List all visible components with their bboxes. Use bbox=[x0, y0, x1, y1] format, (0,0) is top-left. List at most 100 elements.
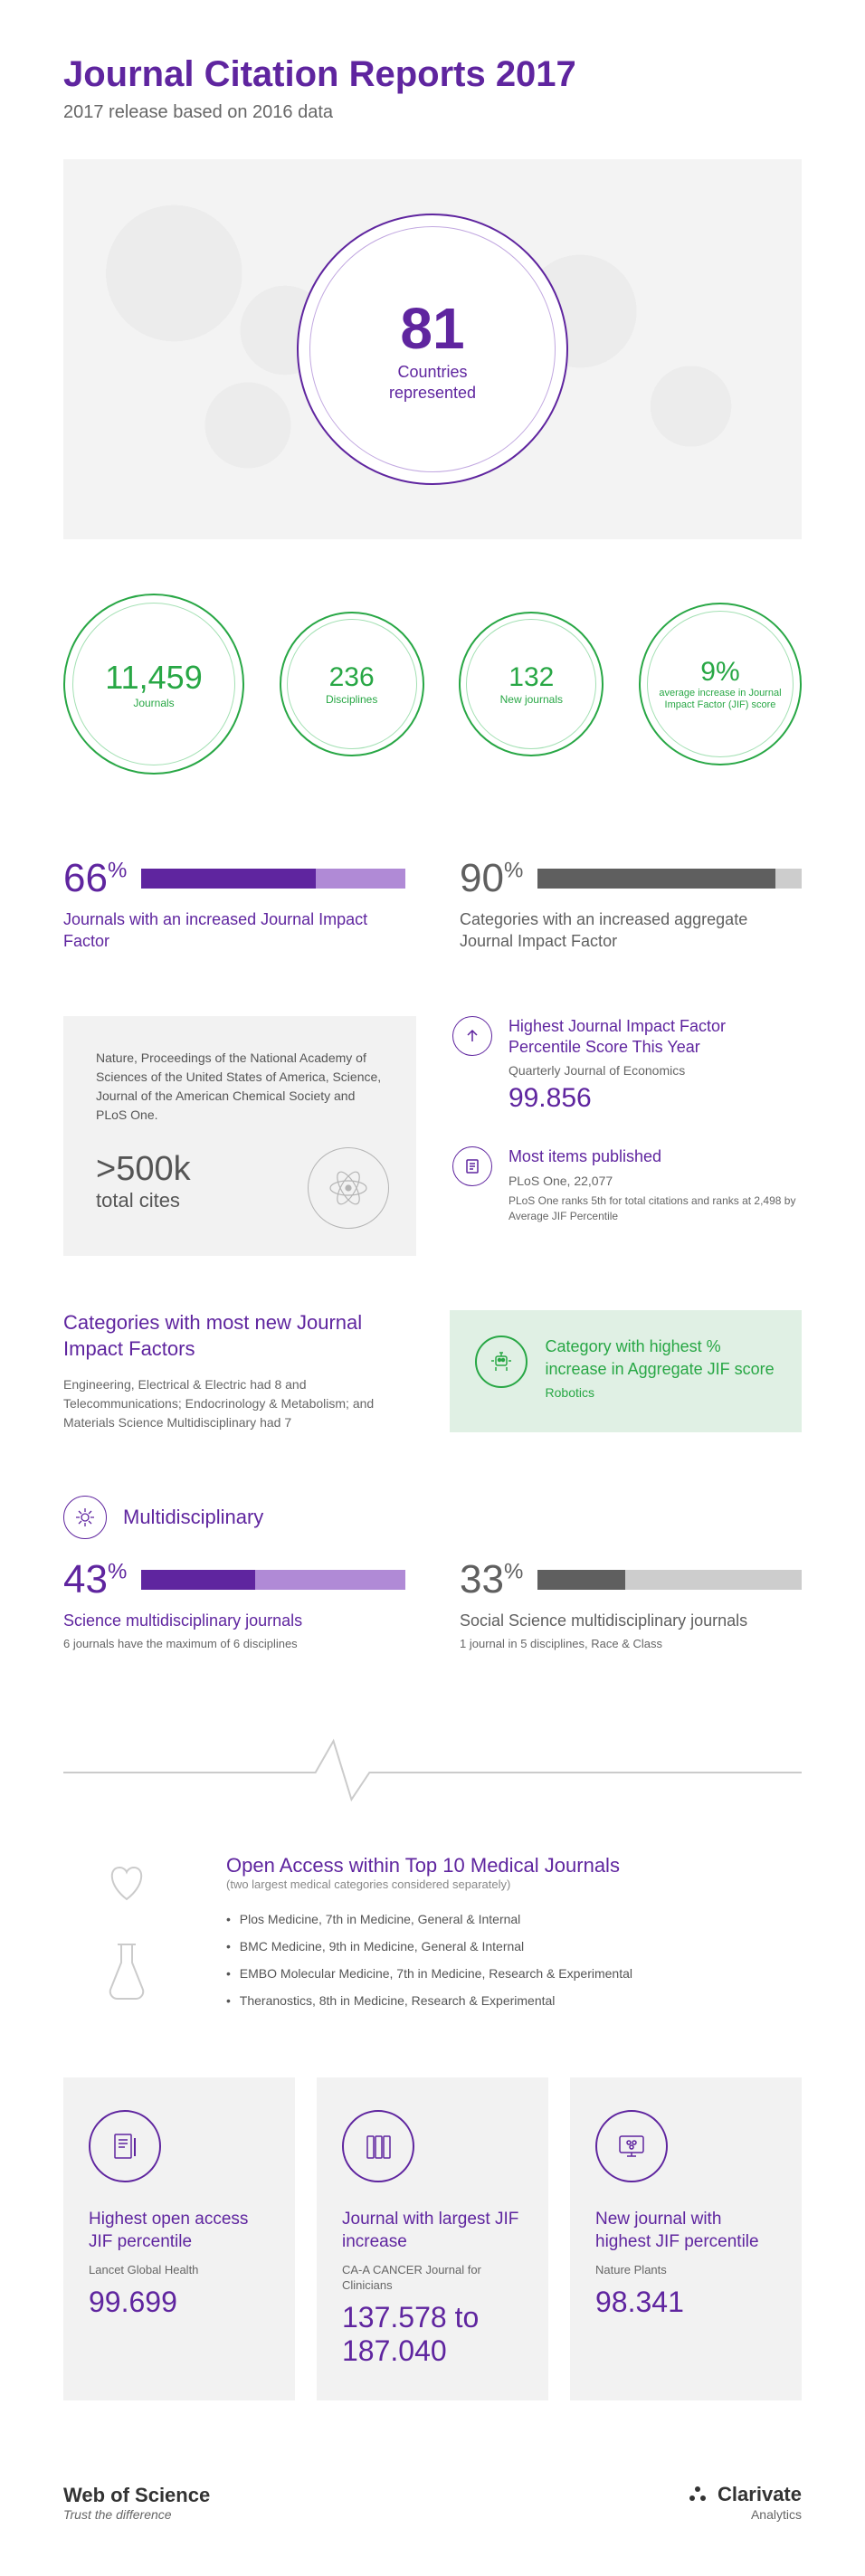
multi-header: Multidisciplinary bbox=[63, 1496, 802, 1539]
medical-subtitle: (two largest medical categories consider… bbox=[226, 1877, 802, 1891]
multi-title: Multidisciplinary bbox=[123, 1506, 263, 1529]
wos-logo: Web of Science Trust the difference bbox=[63, 2484, 210, 2522]
ring-disciplines-value: 236 bbox=[329, 662, 375, 693]
stat-0-value: 99.699 bbox=[89, 2286, 270, 2319]
cats-new-jif: Categories with most new Journal Impact … bbox=[63, 1310, 413, 1431]
pct-66-block: 66% Journals with an increased Journal I… bbox=[63, 856, 405, 953]
ecg-divider bbox=[63, 1732, 802, 1818]
pct-43-label: Science multidisciplinary journals bbox=[63, 1610, 405, 1631]
clarivate-icon bbox=[685, 2482, 710, 2507]
robotics-sub: Robotics bbox=[546, 1385, 776, 1400]
pct-90-label: Categories with an increased aggregate J… bbox=[460, 908, 802, 953]
facts-row: Nature, Proceedings of the National Acad… bbox=[63, 1016, 802, 1257]
ring-journals-label: Journals bbox=[133, 697, 174, 709]
med-item-3: Theranostics, 8th in Medicine, Research … bbox=[226, 1987, 802, 2014]
medical-icons bbox=[63, 1854, 190, 2014]
pct-section-2: 43% Science multidisciplinary journals 6… bbox=[63, 1557, 802, 1650]
ring-new-journals: 132 New journals bbox=[459, 612, 604, 756]
atom-icon bbox=[308, 1147, 389, 1229]
clarivate-tag: Analytics bbox=[685, 2507, 802, 2522]
medical-section: Open Access within Top 10 Medical Journa… bbox=[63, 1854, 802, 2014]
cites-box: Nature, Proceedings of the National Acad… bbox=[63, 1016, 416, 1257]
ring-journals: 11,459 Journals bbox=[63, 594, 244, 775]
multi-icon bbox=[63, 1496, 107, 1539]
heart-icon bbox=[100, 1854, 154, 1908]
cites-desc: Nature, Proceedings of the National Acad… bbox=[96, 1049, 384, 1125]
footer: Web of Science Trust the difference Clar… bbox=[63, 2482, 802, 2522]
most-items-sub: PLoS One, 22,077 bbox=[509, 1174, 802, 1188]
ring-stats-row: 11,459 Journals 236 Disciplines 132 New … bbox=[63, 594, 802, 775]
med-item-0: Plos Medicine, 7th in Medicine, General … bbox=[226, 1906, 802, 1933]
medical-content: Open Access within Top 10 Medical Journa… bbox=[226, 1854, 802, 2014]
stat-2-sub: Nature Plants bbox=[595, 2263, 776, 2278]
stat-0-sub: Lancet Global Health bbox=[89, 2263, 270, 2278]
pct-33-value: 33% bbox=[460, 1557, 523, 1602]
highest-jif-value: 99.856 bbox=[509, 1083, 802, 1114]
world-map-section: 81 Countriesrepresented bbox=[63, 159, 802, 539]
wos-name: Web of Science bbox=[63, 2484, 210, 2507]
monitor-icon bbox=[595, 2110, 668, 2182]
pct-43-value: 43% bbox=[63, 1557, 127, 1602]
page-subtitle: 2017 release based on 2016 data bbox=[63, 102, 802, 123]
stat-2-title: New journal with highest JIF percentile bbox=[595, 2208, 776, 2254]
pct-90-bar bbox=[537, 869, 802, 889]
document-icon bbox=[452, 1146, 492, 1186]
clarivate-logo: Clarivate Analytics bbox=[685, 2482, 802, 2522]
med-item-1: BMC Medicine, 9th in Medicine, General &… bbox=[226, 1933, 802, 1960]
most-items-item: Most items published PLoS One, 22,077 PL… bbox=[452, 1146, 802, 1223]
cats-new-body: Engineering, Electrical & Electric had 8… bbox=[63, 1375, 413, 1432]
pct-33-bar bbox=[537, 1570, 802, 1590]
pct-43-block: 43% Science multidisciplinary journals 6… bbox=[63, 1557, 405, 1650]
pct-66-bar bbox=[141, 869, 405, 889]
medical-title: Open Access within Top 10 Medical Journa… bbox=[226, 1854, 802, 1877]
robotics-box: Category with highest % increase in Aggr… bbox=[450, 1310, 802, 1431]
countries-circle: 81 Countriesrepresented bbox=[297, 214, 568, 485]
highest-jif-title: Highest Journal Impact Factor Percentile… bbox=[509, 1016, 802, 1059]
ring-jif-value: 9% bbox=[700, 657, 739, 688]
ring-new-journals-value: 132 bbox=[509, 662, 554, 693]
robotics-title: Category with highest % increase in Aggr… bbox=[546, 1336, 776, 1380]
stat-new-journal: New journal with highest JIF percentile … bbox=[570, 2077, 802, 2400]
arrow-up-icon bbox=[452, 1016, 492, 1056]
pct-33-block: 33% Social Science multidisciplinary jou… bbox=[460, 1557, 802, 1650]
medical-list: Plos Medicine, 7th in Medicine, General … bbox=[226, 1906, 802, 2014]
pct-43-bar bbox=[141, 1570, 405, 1590]
ring-journals-value: 11,459 bbox=[105, 659, 202, 697]
most-items-title: Most items published bbox=[509, 1146, 802, 1167]
stat-0-title: Highest open access JIF percentile bbox=[89, 2208, 270, 2254]
ring-disciplines: 236 Disciplines bbox=[280, 612, 424, 756]
wos-tag: Trust the difference bbox=[63, 2507, 210, 2522]
stat-1-title: Journal with largest JIF increase bbox=[342, 2208, 523, 2254]
page-title: Journal Citation Reports 2017 bbox=[63, 54, 802, 95]
ring-disciplines-label: Disciplines bbox=[326, 693, 377, 706]
pct-66-label: Journals with an increased Journal Impac… bbox=[63, 908, 405, 953]
stat-2-value: 98.341 bbox=[595, 2286, 776, 2319]
clarivate-name: Clarivate bbox=[718, 2483, 802, 2506]
highest-jif-item: Highest Journal Impact Factor Percentile… bbox=[452, 1016, 802, 1115]
countries-value: 81 bbox=[400, 295, 464, 362]
most-items-note: PLoS One ranks 5th for total citations a… bbox=[509, 1193, 802, 1224]
pct-43-note: 6 journals have the maximum of 6 discipl… bbox=[63, 1637, 405, 1650]
ring-jif-increase: 9% average increase in Journal Impact Fa… bbox=[639, 603, 802, 765]
pct-66-value: 66% bbox=[63, 856, 127, 901]
pct-33-note: 1 journal in 5 disciplines, Race & Class bbox=[460, 1637, 802, 1650]
stat-1-value: 137.578 to 187.040 bbox=[342, 2301, 523, 2368]
cats-new-title: Categories with most new Journal Impact … bbox=[63, 1310, 413, 1362]
ring-new-journals-label: New journals bbox=[500, 693, 563, 706]
paper-icon bbox=[89, 2110, 161, 2182]
pct-section-1: 66% Journals with an increased Journal I… bbox=[63, 856, 802, 953]
categories-row: Categories with most new Journal Impact … bbox=[63, 1310, 802, 1431]
countries-label: Countriesrepresented bbox=[389, 362, 476, 404]
pct-90-block: 90% Categories with an increased aggrega… bbox=[460, 856, 802, 953]
right-facts: Highest Journal Impact Factor Percentile… bbox=[452, 1016, 802, 1257]
pct-33-label: Social Science multidisciplinary journal… bbox=[460, 1610, 802, 1631]
highest-jif-sub: Quarterly Journal of Economics bbox=[509, 1063, 802, 1078]
robot-icon bbox=[475, 1336, 528, 1388]
stat-highest-oa: Highest open access JIF percentile Lance… bbox=[63, 2077, 295, 2400]
stats-row: Highest open access JIF percentile Lance… bbox=[63, 2077, 802, 2400]
flask-icon bbox=[100, 1935, 154, 2008]
stat-largest-increase: Journal with largest JIF increase CA-A C… bbox=[317, 2077, 548, 2400]
pct-90-value: 90% bbox=[460, 856, 523, 901]
med-item-2: EMBO Molecular Medicine, 7th in Medicine… bbox=[226, 1960, 802, 1987]
stat-1-sub: CA-A CANCER Journal for Clinicians bbox=[342, 2263, 523, 2294]
